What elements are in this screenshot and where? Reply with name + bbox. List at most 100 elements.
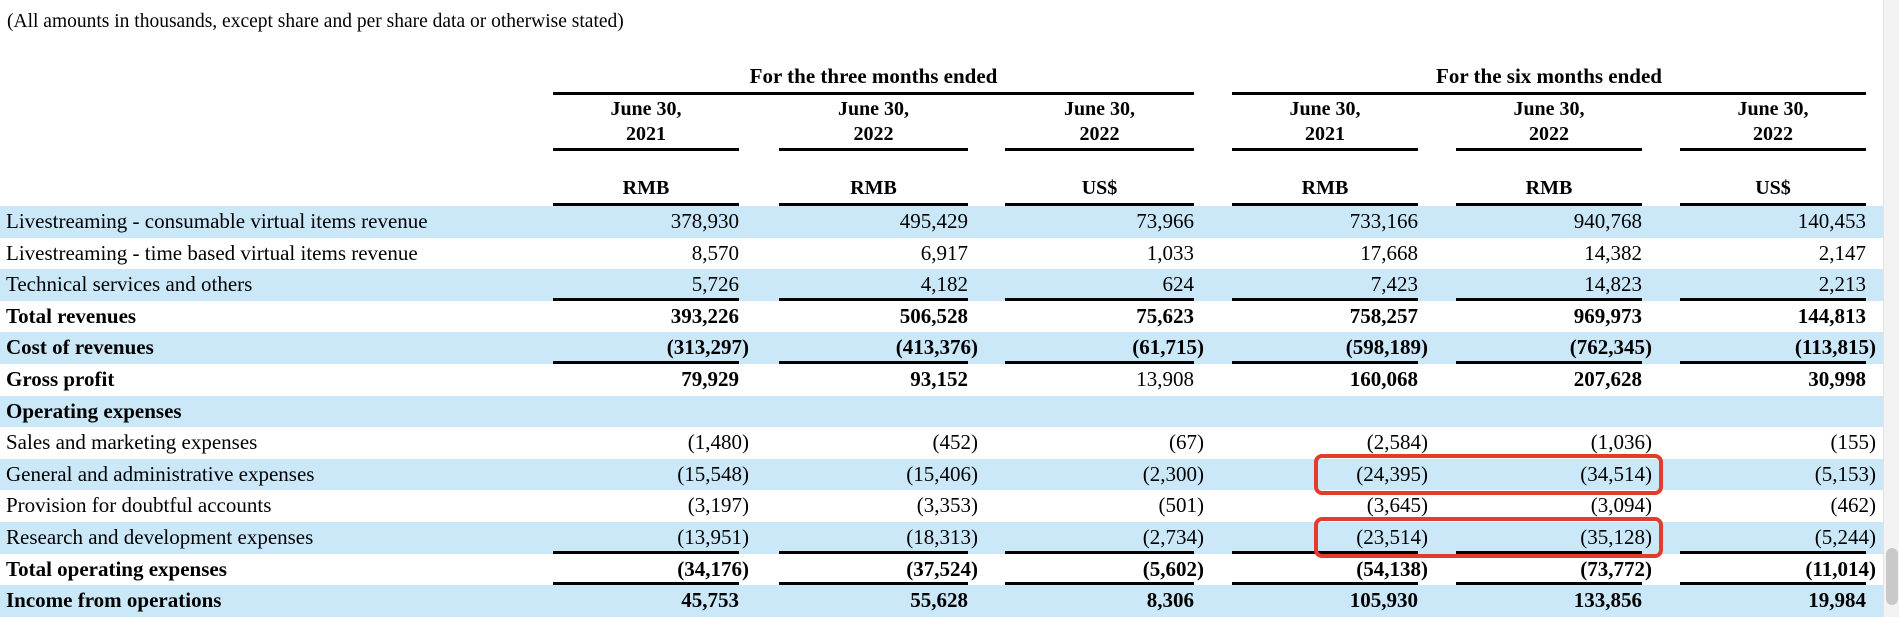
date-line1: June 30,	[1063, 98, 1136, 120]
value-text: 133,856	[1573, 588, 1642, 613]
column-header-date: June 30, 2022	[1680, 97, 1866, 151]
cell-value: (54,138)	[1232, 554, 1428, 586]
cell-value: (1,480)	[553, 427, 749, 459]
cell-value: 55,628	[779, 585, 968, 617]
cell-value: (762,345)	[1456, 332, 1652, 364]
table-row: Livestreaming - time based virtual items…	[0, 238, 1884, 270]
cell-value: (501)	[1005, 490, 1205, 522]
value-text: (11,014)	[1805, 556, 1876, 581]
cell-value: 105,930	[1232, 585, 1418, 617]
value-text: 7,423	[1370, 272, 1418, 297]
value-text: (2,584)	[1366, 430, 1428, 455]
table-body: Livestreaming - consumable virtual items…	[0, 206, 1884, 617]
date-line2: 2021	[626, 123, 666, 145]
cell-value: (598,189)	[1232, 332, 1428, 364]
value-text: (452)	[932, 430, 979, 455]
value-text: (35,128)	[1580, 524, 1652, 549]
cell-value: (462)	[1680, 490, 1877, 522]
value-text: (501)	[1158, 493, 1205, 518]
value-text: 6,917	[920, 240, 968, 265]
table-row: General and administrative expenses (15,5…	[0, 458, 1884, 491]
value-text: 144,813	[1797, 303, 1866, 328]
table-row: Provision for doubtful accounts (3,197) (3…	[0, 490, 1884, 522]
cell-value: 8,570	[553, 238, 739, 270]
cell-value: (13,951)	[553, 522, 749, 554]
column-header-date: June 30, 2022	[1456, 97, 1642, 151]
value-text: (1,036)	[1590, 430, 1652, 455]
value-text: (155)	[1830, 430, 1877, 455]
column-header-date: June 30, 2022	[1005, 97, 1194, 151]
value-text: 8,306	[1146, 588, 1194, 613]
cell-value: 733,166	[1232, 206, 1418, 238]
cell-value: 207,628	[1456, 364, 1642, 396]
cell-value: 378,930	[553, 206, 739, 238]
cell-value	[1005, 396, 1194, 428]
cell-value	[1680, 396, 1866, 428]
value-text: (24,395)	[1356, 461, 1428, 486]
cell-value: (23,514)	[1232, 522, 1428, 554]
value-text: (5,602)	[1142, 556, 1204, 581]
value-text: (15,406)	[906, 461, 978, 486]
cell-value: (1,036)	[1456, 427, 1652, 459]
value-text: 19,984	[1808, 588, 1866, 613]
cell-value: (3,094)	[1456, 490, 1652, 522]
cell-value: 940,768	[1456, 206, 1642, 238]
value-text: (5,244)	[1814, 524, 1876, 549]
value-text: (2,300)	[1142, 461, 1204, 486]
cell-value: (37,524)	[779, 554, 978, 586]
value-text: (61,715)	[1132, 335, 1204, 360]
row-label: Total revenues	[6, 303, 137, 328]
value-text: 2,213	[1818, 272, 1866, 297]
value-text: 55,628	[910, 588, 968, 613]
cell-value: 7,423	[1232, 269, 1418, 301]
cell-value: 969,973	[1456, 301, 1642, 333]
column-header-currency: RMB	[1456, 154, 1642, 206]
cell-value: 495,429	[779, 206, 968, 238]
value-text: 940,768	[1573, 209, 1642, 233]
col-group-six-months: For the six months ended	[1232, 62, 1866, 95]
row-label: Technical services and others	[6, 272, 253, 297]
cell-value: (3,197)	[553, 490, 749, 522]
value-text: (13,951)	[677, 524, 749, 549]
cell-value: 506,528	[779, 301, 968, 333]
row-label: Livestreaming - time based virtual items…	[6, 240, 418, 265]
currency-label: RMB	[850, 177, 897, 199]
row-label: Research and development expenses	[6, 524, 314, 549]
value-text: 105,930	[1349, 588, 1418, 613]
row-label: General and administrative expenses	[6, 461, 315, 486]
table-row: Income from operations 45,753 55,628 8,306 1…	[0, 585, 1884, 617]
value-text: (73,772)	[1580, 556, 1652, 581]
cell-value: 624	[1005, 269, 1194, 301]
value-text: 13,908	[1136, 366, 1194, 391]
table-row: Technical services and others 5,726 4,182 6…	[0, 269, 1884, 301]
value-text: 2,147	[1818, 240, 1866, 265]
cell-value: (61,715)	[1005, 332, 1204, 364]
cell-value: (413,376)	[779, 332, 978, 364]
scrollbar-track[interactable]	[1883, 0, 1899, 617]
cell-value: 1,033	[1005, 238, 1194, 270]
amounts-note: (All amounts in thousands, except share …	[7, 11, 624, 32]
cell-value: (34,514)	[1456, 459, 1652, 491]
col-group-three-months: For the three months ended	[553, 62, 1194, 95]
value-text: (54,138)	[1356, 556, 1428, 581]
cell-value	[1232, 396, 1418, 428]
cell-value: (73,772)	[1456, 554, 1652, 586]
value-text: (5,153)	[1814, 461, 1876, 486]
cell-value: 19,984	[1680, 585, 1866, 617]
value-text: (3,645)	[1366, 493, 1428, 518]
cell-value	[779, 396, 968, 428]
value-text: (762,345)	[1569, 335, 1652, 360]
scrollbar-thumb[interactable]	[1886, 548, 1898, 605]
cell-value: (2,734)	[1005, 522, 1204, 554]
cell-value: (15,406)	[779, 459, 978, 491]
cell-value: (35,128)	[1456, 522, 1652, 554]
value-text: 93,152	[910, 366, 968, 391]
column-header-currency: US$	[1005, 154, 1194, 206]
date-line2: 2022	[1079, 123, 1120, 145]
value-text: 495,429	[899, 209, 968, 233]
value-text: 14,823	[1584, 272, 1642, 297]
cell-value: 93,152	[779, 364, 968, 396]
cell-value: (3,645)	[1232, 490, 1428, 522]
value-text: (313,297)	[666, 335, 749, 360]
date-line2: 2021	[1305, 123, 1345, 145]
